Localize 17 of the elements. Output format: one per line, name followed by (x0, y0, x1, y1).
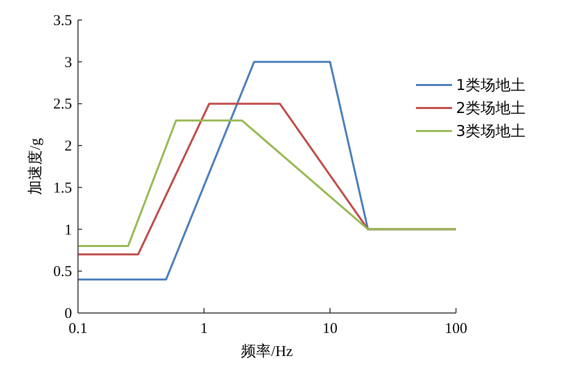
y-tick-label: 1 (64, 222, 72, 238)
y-tick-label: 2.5 (53, 96, 72, 113)
legend-label: 2类场地土 (456, 99, 526, 117)
y-tick-label: 1.5 (53, 180, 72, 196)
x-tick-label: 10 (322, 321, 338, 337)
legend-label: 1类场地土 (456, 76, 526, 94)
x-tick-label: 1 (200, 321, 208, 337)
y-tick-label: 0.5 (53, 264, 72, 280)
y-tick-label: 0 (64, 306, 72, 322)
x-tick-label: 100 (444, 321, 468, 337)
legend-label: 3类场地土 (456, 122, 526, 140)
y-tick-label: 2 (64, 138, 72, 155)
y-tick-label: 3 (64, 54, 72, 71)
x-axis-title: 频率/Hz (241, 343, 294, 360)
y-tick-label: 3.5 (53, 13, 72, 29)
y-axis-title: 加速度/g (27, 138, 44, 195)
x-tick-label: 0.1 (68, 321, 88, 337)
